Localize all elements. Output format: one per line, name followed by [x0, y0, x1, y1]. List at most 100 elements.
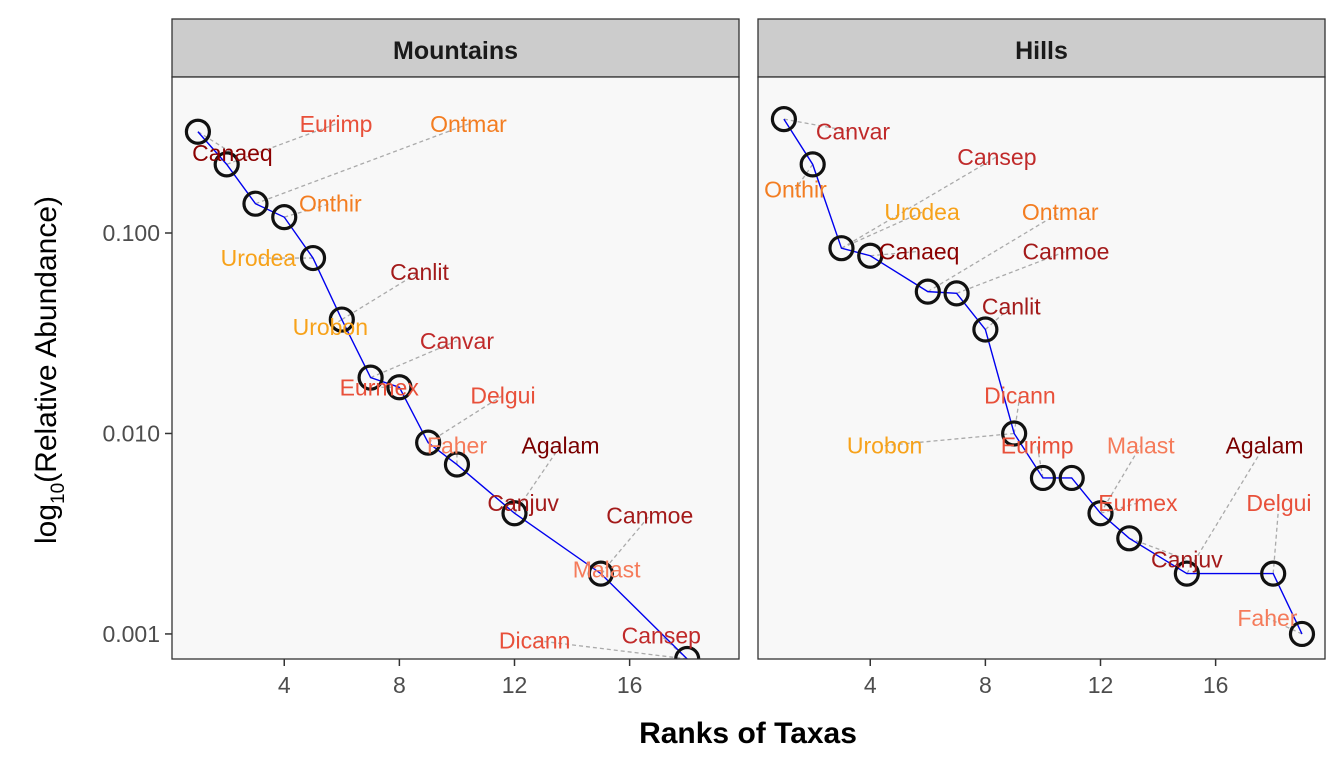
point-label: Onthir — [764, 176, 827, 202]
plot-background — [172, 77, 739, 659]
point-label: Dicann — [499, 627, 571, 653]
panel-border — [171, 76, 740, 660]
label-leader-line — [927, 211, 1061, 293]
data-point — [1288, 620, 1316, 648]
x-tick-label: 8 — [393, 672, 406, 698]
point-label: Eurimp — [300, 111, 373, 137]
data-point — [1260, 560, 1287, 587]
panel-title: Mountains — [393, 37, 518, 65]
point-label: Delgui — [1246, 490, 1311, 516]
data-point — [1058, 464, 1085, 492]
label-leader-line — [255, 123, 469, 205]
data-point — [443, 451, 471, 478]
data-point — [271, 204, 298, 231]
point-label: Canlit — [390, 259, 449, 285]
point-label: Canvar — [816, 119, 890, 145]
label-leader-line — [341, 271, 420, 321]
data-point — [770, 105, 798, 133]
point-label: Canaeq — [192, 140, 273, 166]
label-leader-line — [984, 305, 1012, 331]
x-tick-label: 4 — [278, 672, 291, 698]
series-line — [783, 118, 1303, 635]
panel-hills: Hills Canvar Onthir Cansep Urodea Canaeq Ontma… — [757, 18, 1326, 698]
label-leader-line — [370, 340, 458, 379]
label-leader-line — [841, 156, 998, 249]
y-axis-label: log10(Relative Abundance) — [30, 196, 69, 544]
data-point — [857, 242, 884, 269]
label-leader-line — [956, 250, 1067, 294]
y-tick-label: 0.100 — [102, 220, 160, 246]
data-point — [972, 316, 999, 343]
panel-strip — [171, 18, 740, 78]
data-point — [587, 560, 614, 587]
label-leader-line — [870, 250, 920, 257]
point-label: Canvar — [420, 328, 494, 354]
label-leader-line — [1272, 502, 1280, 574]
point-label: Ontmar — [1022, 199, 1099, 225]
point-label: Malast — [573, 556, 641, 582]
point-label: Ontmar — [430, 111, 507, 137]
label-leader-line — [783, 118, 854, 133]
data-point — [828, 235, 855, 262]
point-label: Urodea — [221, 245, 297, 271]
data-point — [1029, 464, 1057, 492]
point-label: Onthir — [299, 191, 362, 217]
label-leader-line — [534, 639, 688, 659]
plot-area — [184, 118, 701, 659]
data-point — [357, 364, 384, 391]
label-leader-line — [600, 515, 651, 575]
point-label: Urobon — [293, 314, 368, 340]
x-axis-label: Ranks of Taxas — [639, 717, 857, 750]
label-leader-line — [1099, 445, 1142, 514]
point-label: Delgui — [470, 382, 535, 408]
data-point — [1173, 560, 1200, 587]
label-leader-line — [660, 635, 688, 659]
point-label: Canaeq — [879, 238, 960, 264]
label-leader-line — [1186, 445, 1266, 574]
point-label: Canjuv — [487, 490, 559, 516]
data-point — [213, 151, 240, 178]
x-tick-label: 16 — [617, 672, 643, 698]
data-point — [799, 151, 826, 178]
label-leader-line — [226, 123, 337, 165]
panel-strip — [757, 18, 1326, 78]
point-label: Urodea — [884, 199, 960, 225]
label-leader-line — [1036, 445, 1044, 479]
panels: Mountains Canaeq Eurimp Ontmar Onthir Urodea C… — [171, 18, 1326, 698]
label-leader-line — [1267, 617, 1303, 635]
plot-background — [758, 77, 1325, 659]
label-leader-line — [600, 568, 607, 575]
data-point — [1087, 500, 1114, 527]
data-point — [299, 244, 327, 272]
x-tick-label: 16 — [1203, 672, 1229, 698]
point-label: Faher — [427, 433, 487, 459]
point-label: Urobon — [847, 433, 922, 459]
panel-title: Hills — [1015, 37, 1068, 65]
point-label: Eurimp — [1001, 433, 1074, 459]
label-leader-line — [794, 163, 814, 190]
point-label: Eurmex — [340, 374, 420, 400]
y-tick-label: 0.001 — [102, 621, 160, 647]
data-point — [184, 118, 212, 145]
point-label: Agalam — [522, 433, 600, 459]
label-leader-line — [329, 319, 343, 328]
point-label: Malast — [1107, 433, 1175, 459]
y-axis: 0.001 0.010 0.100 — [102, 220, 172, 647]
data-point — [674, 645, 701, 659]
y-axis-label-suffix: (Relative Abundance) — [30, 196, 63, 483]
point-label: Canmoe — [606, 502, 693, 528]
y-axis-label-sub: 10 — [48, 483, 69, 504]
data-point — [1001, 420, 1028, 447]
data-point — [501, 500, 528, 527]
data-point — [328, 306, 355, 333]
label-leader-line — [841, 211, 923, 249]
label-leader-line — [284, 203, 331, 218]
panel-mountains: Mountains Canaeq Eurimp Ontmar Onthir Urodea C… — [171, 18, 740, 698]
data-point — [415, 429, 442, 456]
x-tick-label: 4 — [864, 672, 877, 698]
point-label: Canjuv — [1151, 547, 1223, 573]
point-label: Faher — [1237, 605, 1297, 631]
point-label: Eurmex — [1098, 490, 1178, 516]
data-point — [943, 280, 970, 307]
